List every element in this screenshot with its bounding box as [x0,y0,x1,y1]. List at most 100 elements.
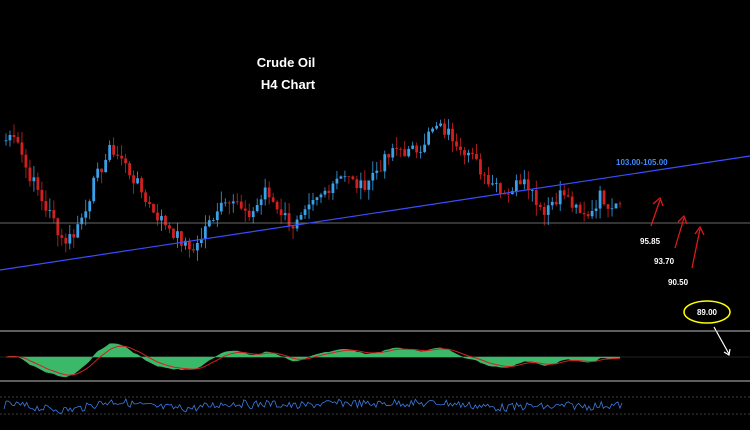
candle-body [311,200,315,205]
candle-body [371,172,375,181]
candle-body [343,176,347,178]
candle-body [136,178,139,184]
candle-body [610,208,614,210]
candle-body [283,213,287,216]
target-label-1: 95.85 [640,237,661,246]
candle-body [495,183,498,184]
candle-body [530,190,534,191]
candle-body [526,179,530,191]
candle-body [132,175,135,184]
candle-body [618,203,622,205]
candle-body [211,220,215,221]
candle-body [116,154,120,156]
candle-body [295,219,299,229]
target-arrow-2 [674,214,688,249]
candle-body [287,213,291,227]
candle-body [315,197,319,201]
candle-body [291,226,295,229]
candle-body [96,168,100,178]
candle-body [331,183,335,193]
macd-signal-line [5,345,621,376]
candle-body [327,190,331,193]
candle-body [219,202,223,212]
candle-body [574,204,578,208]
candle-body [40,189,44,202]
candle-body [546,205,550,215]
candle-body [447,128,450,135]
candle-body [558,190,562,205]
candle-body [415,145,419,153]
resistance-label: 103.00-105.00 [616,158,668,167]
candle-body [180,231,183,246]
candle-body [88,201,92,212]
candle-body [491,183,494,185]
candle-body [498,183,502,194]
candle-body [128,163,131,176]
candle-body [64,237,68,244]
candle-body [586,214,590,217]
candle-body [124,158,128,164]
candle-body [307,204,311,210]
candle-body [184,240,187,246]
candle-body [502,193,506,195]
candle-body [339,176,343,179]
candle-body [188,240,191,250]
candle-body [427,131,431,145]
candle-body [355,179,359,189]
candle-body [467,152,470,156]
candle-body [100,168,104,173]
candle-body [223,202,227,204]
candle-body [195,242,199,251]
candle-body [475,153,478,160]
candle-body [255,205,259,212]
candle-body [156,212,159,221]
candle-body [148,201,151,204]
candle-body [80,217,84,225]
candle-body [279,209,283,216]
candle-body [351,176,355,180]
candle-body [191,249,195,251]
candle-body [227,202,231,204]
candle-body [347,176,351,178]
candle-body [602,190,606,205]
candle-body [323,190,327,195]
candle-body [104,159,108,173]
candle-body [506,193,510,195]
candle-body [542,206,546,215]
candle-body [275,201,279,210]
candle-body [12,135,16,138]
candle-body [259,199,263,206]
candle-body [395,148,399,149]
candle-body [590,210,594,217]
candle-body [423,144,427,152]
candle-body [176,231,179,238]
candle-body [367,180,371,190]
candle-body [16,137,20,143]
candle-body [399,148,403,150]
candle-body [160,215,163,221]
candle-body [514,180,518,192]
candle-body [120,155,124,159]
candle-body [538,204,542,207]
candle-body [76,224,80,238]
candle-body [439,123,442,126]
macd-histogram [5,343,621,378]
candle-body [319,194,323,198]
candle-body [251,211,255,218]
target-label-3: 90.50 [668,278,689,287]
candle-body [215,211,219,221]
candle-body [44,201,48,211]
candle-body [554,201,558,205]
final-target-ellipse [683,300,731,324]
candle-body [570,196,574,208]
candle-body [8,135,12,141]
candle-body [459,146,462,151]
candle-body [24,154,28,168]
candle-body [203,226,207,239]
candle-body [375,170,379,173]
candle-body [550,201,554,206]
candle-body [534,190,538,205]
final-target-label: 89.00 [697,308,718,317]
